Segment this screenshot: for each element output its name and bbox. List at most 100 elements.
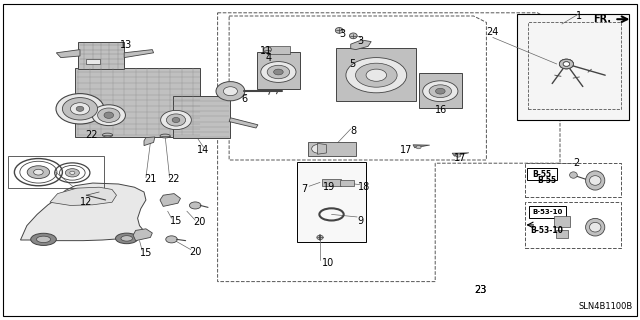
Text: 12: 12: [80, 196, 93, 207]
Ellipse shape: [589, 222, 601, 232]
Text: SLN4B1100B: SLN4B1100B: [578, 302, 632, 311]
Ellipse shape: [589, 176, 601, 185]
Ellipse shape: [563, 62, 570, 66]
Ellipse shape: [559, 59, 573, 69]
Text: 5: 5: [349, 59, 355, 69]
Ellipse shape: [456, 154, 461, 157]
Ellipse shape: [366, 69, 387, 81]
Text: 7: 7: [301, 184, 307, 194]
Ellipse shape: [356, 63, 397, 87]
Text: 23: 23: [474, 284, 486, 295]
Text: B-53-10: B-53-10: [530, 226, 563, 235]
Bar: [173, 96, 230, 138]
Bar: [554, 216, 570, 227]
Ellipse shape: [70, 103, 90, 115]
Ellipse shape: [160, 134, 170, 138]
Polygon shape: [413, 145, 429, 148]
Ellipse shape: [264, 47, 271, 52]
Ellipse shape: [422, 81, 458, 102]
Text: B-55: B-55: [538, 176, 557, 185]
Ellipse shape: [563, 62, 570, 66]
Text: 18: 18: [358, 182, 371, 192]
Ellipse shape: [435, 88, 445, 94]
Text: 9: 9: [357, 216, 364, 226]
Ellipse shape: [63, 98, 97, 120]
Text: B-53-10: B-53-10: [532, 209, 563, 215]
Ellipse shape: [102, 133, 113, 137]
Text: 6: 6: [241, 94, 248, 104]
Ellipse shape: [335, 28, 343, 33]
Text: FR.: FR.: [593, 14, 611, 24]
Bar: [78, 42, 124, 69]
Bar: [322, 179, 341, 186]
Ellipse shape: [56, 94, 104, 124]
Ellipse shape: [70, 171, 75, 174]
Text: 21: 21: [144, 174, 156, 184]
Ellipse shape: [268, 65, 289, 79]
Bar: [76, 68, 200, 137]
Bar: [308, 141, 356, 156]
Bar: [517, 14, 628, 120]
Bar: [86, 59, 100, 64]
Ellipse shape: [586, 219, 605, 236]
Ellipse shape: [65, 169, 79, 177]
Bar: [337, 48, 417, 101]
Ellipse shape: [317, 235, 323, 240]
Ellipse shape: [346, 58, 407, 93]
Text: 22: 22: [85, 130, 98, 140]
Ellipse shape: [34, 169, 43, 175]
Text: 11: 11: [260, 46, 272, 56]
Ellipse shape: [104, 112, 114, 118]
Ellipse shape: [92, 105, 125, 126]
Bar: [257, 52, 300, 89]
Ellipse shape: [223, 87, 237, 96]
Polygon shape: [50, 187, 116, 205]
Polygon shape: [133, 229, 152, 241]
Bar: [8, 156, 104, 188]
Ellipse shape: [76, 106, 84, 111]
Ellipse shape: [36, 236, 51, 243]
Text: 3: 3: [339, 28, 346, 39]
Text: 10: 10: [322, 258, 334, 268]
Bar: [419, 73, 462, 108]
Polygon shape: [124, 50, 154, 58]
Text: 1: 1: [576, 11, 582, 21]
Bar: [268, 46, 290, 54]
Ellipse shape: [563, 62, 570, 66]
Polygon shape: [229, 118, 258, 128]
Bar: [527, 168, 557, 180]
Text: 16: 16: [435, 105, 447, 116]
Bar: [556, 230, 568, 238]
Bar: [297, 162, 366, 242]
Text: 17: 17: [454, 153, 467, 164]
Text: 8: 8: [351, 126, 357, 136]
Ellipse shape: [115, 233, 138, 244]
Polygon shape: [56, 50, 80, 58]
Text: B-55: B-55: [532, 170, 552, 179]
Ellipse shape: [586, 171, 605, 190]
Text: 19: 19: [323, 182, 335, 192]
Ellipse shape: [27, 166, 50, 179]
Text: 20: 20: [189, 247, 201, 257]
Text: 13: 13: [120, 40, 132, 50]
Polygon shape: [351, 40, 371, 50]
Ellipse shape: [166, 236, 177, 243]
Polygon shape: [160, 194, 180, 206]
Ellipse shape: [261, 61, 296, 83]
Ellipse shape: [312, 144, 326, 153]
Ellipse shape: [216, 82, 244, 101]
Ellipse shape: [172, 117, 180, 123]
Text: 2: 2: [573, 158, 579, 168]
Polygon shape: [20, 183, 146, 241]
Text: 17: 17: [401, 145, 413, 156]
Text: 20: 20: [193, 217, 205, 228]
Ellipse shape: [559, 59, 573, 69]
Ellipse shape: [98, 108, 120, 123]
Ellipse shape: [349, 33, 357, 39]
Ellipse shape: [189, 202, 201, 209]
Text: 22: 22: [168, 174, 180, 184]
Ellipse shape: [570, 172, 577, 178]
Polygon shape: [317, 143, 326, 154]
Ellipse shape: [166, 114, 186, 126]
Text: 3: 3: [357, 36, 364, 46]
